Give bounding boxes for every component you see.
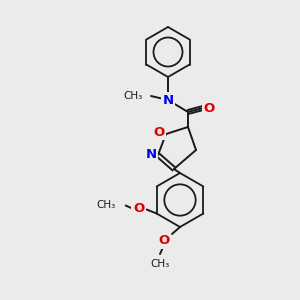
Text: CH₃: CH₃ (124, 91, 143, 101)
Text: N: N (162, 94, 174, 106)
Text: CH₃: CH₃ (150, 259, 170, 269)
Text: O: O (153, 125, 165, 139)
Text: O: O (133, 202, 144, 215)
Text: O: O (158, 235, 169, 248)
Text: CH₃: CH₃ (96, 200, 116, 211)
Text: N: N (146, 148, 157, 161)
Text: O: O (203, 101, 214, 115)
